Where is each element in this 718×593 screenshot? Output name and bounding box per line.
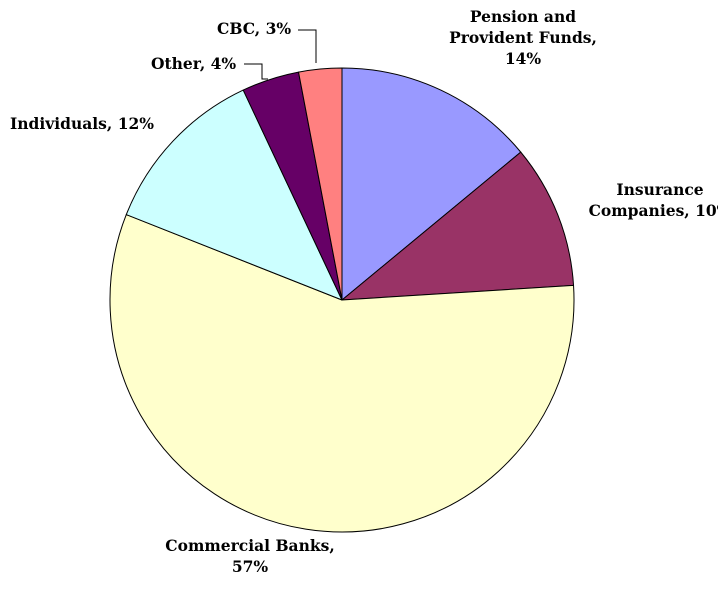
slice-label-line: Pension and bbox=[470, 7, 576, 26]
slice-label-line: 14% bbox=[505, 49, 542, 68]
slice-label-3: Individuals, 12% bbox=[10, 114, 154, 133]
leader-lines-layer bbox=[244, 29, 317, 80]
leader-line-4 bbox=[244, 63, 268, 80]
slice-label-0: Pension and Provident Funds, 14% bbox=[449, 7, 597, 68]
slice-label-line: Companies, 10% bbox=[589, 201, 718, 220]
slice-label-1: Insurance Companies, 10% bbox=[589, 180, 718, 220]
slice-label-line: Other, 4% bbox=[151, 54, 236, 73]
labels-layer: Pension and Provident Funds, 14% Insurance C… bbox=[10, 7, 718, 576]
slice-label-line: Commercial Banks, bbox=[165, 536, 334, 555]
slice-label-5: CBC, 3% bbox=[217, 19, 291, 38]
slice-label-line: 57% bbox=[232, 557, 269, 576]
slice-label-line: Insurance bbox=[616, 180, 703, 199]
slice-label-line: CBC, 3% bbox=[217, 19, 291, 38]
slice-label-line: Provident Funds, bbox=[449, 28, 597, 47]
leader-line-5 bbox=[298, 29, 317, 63]
pie-slice-1 bbox=[341, 151, 575, 301]
pie-slice-5 bbox=[298, 67, 343, 301]
slice-label-line: Individuals, 12% bbox=[10, 114, 154, 133]
slice-label-4: Other, 4% bbox=[151, 54, 236, 73]
slices-layer bbox=[109, 67, 575, 533]
pie-slice-0 bbox=[341, 67, 522, 301]
pie-slice-3 bbox=[125, 89, 343, 301]
pie-slice-2 bbox=[109, 214, 575, 533]
slice-label-2: Commercial Banks, 57% bbox=[165, 536, 334, 576]
